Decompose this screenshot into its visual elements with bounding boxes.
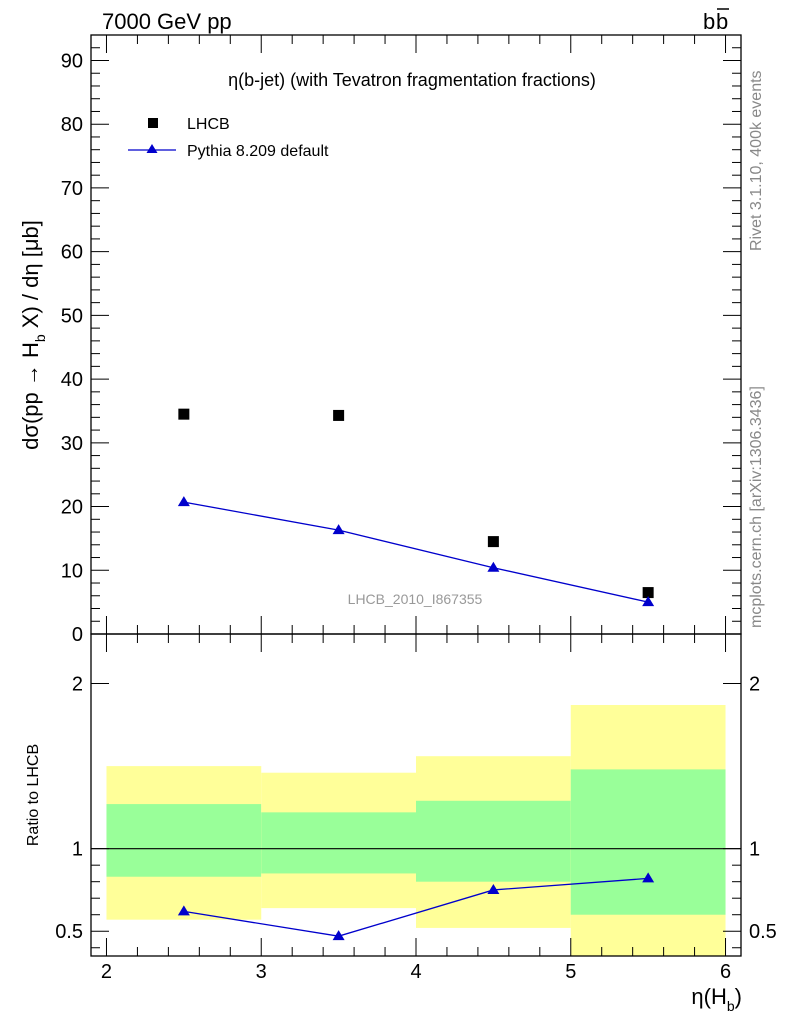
- x-tick-labels: 2 3 4 5 6: [101, 961, 731, 983]
- main-y-axis-label-post: X) / dη [μb]: [18, 220, 43, 334]
- ratio-band-green-3: [416, 800, 571, 882]
- main-y-axis-label-sub: b: [32, 334, 48, 342]
- ratio-band-green-4: [570, 769, 726, 915]
- ratio-pythia-line: [183, 877, 649, 937]
- ratio-y-tick-label-right: 0.5: [749, 921, 777, 943]
- ratio-axes: [90, 633, 742, 957]
- main-y-tick-label: 50: [61, 305, 83, 327]
- ratio-y-tick-label-right: 1: [749, 839, 760, 861]
- rivet-label: Rivet 3.1.10, 400k events: [748, 70, 765, 251]
- lhcb-point: [178, 408, 190, 420]
- lhcb-point: [333, 409, 345, 421]
- ratio-y-tick-labels: 0.5 0.5 1 1 2 2: [55, 674, 777, 944]
- header-right-b: b: [703, 9, 715, 34]
- main-y-axis-label: dσ(pp → Hb X) / dη [μb]: [18, 220, 48, 450]
- main-y-tick-label: 20: [61, 497, 83, 519]
- lhcb-point: [642, 587, 654, 599]
- ratio-y-tick-label-left: 1: [72, 839, 83, 861]
- ratio-y-tick-label-left: 0.5: [55, 921, 83, 943]
- header-left-title: 7000 GeV pp: [102, 9, 232, 34]
- lhcb-point: [487, 536, 499, 548]
- x-axis-label: η(Hb): [691, 984, 742, 1014]
- ratio-pythia-point: [332, 930, 345, 941]
- main-y-axis-label-pre: dσ(pp → H: [18, 342, 43, 450]
- main-chart-title: η(b-jet) (with Tevatron fragmentation fr…: [228, 70, 596, 90]
- legend-lhcb-label: LHCB: [187, 116, 230, 133]
- ratio-band-green-1: [106, 804, 262, 877]
- ratio-pythia-point: [642, 872, 655, 883]
- analysis-watermark: LHCB_2010_I867355: [348, 591, 483, 607]
- x-tick-label: 3: [256, 961, 267, 983]
- main-y-tick-label: 40: [61, 369, 83, 391]
- x-axis-label-sub: b: [727, 998, 735, 1014]
- ratio-y-tick-label-left: 2: [72, 674, 83, 696]
- main-y-tick-labels: 0 10 20 30 40 50 60 70 80 90: [61, 50, 83, 646]
- pythia-line: [183, 501, 649, 603]
- ratio-panel: 0.5 0.5 1 1 2 2 2 3 4 5 6 Ratio to LHCB η(Hb): [25, 633, 777, 1014]
- main-y-tick-label: 80: [61, 114, 83, 136]
- x-tick-label: 4: [410, 961, 421, 983]
- ratio-uncertainty-bands: [106, 705, 726, 956]
- legend: LHCB Pythia 8.209 default: [128, 116, 329, 160]
- mcplots-label: mcplots.cern.ch [arXiv:1306.3436]: [748, 386, 765, 628]
- ratio-pythia-point: [177, 905, 190, 916]
- pythia-point: [642, 596, 655, 607]
- pythia-point: [177, 496, 190, 507]
- legend-lhcb-marker: [148, 118, 158, 128]
- x-axis-label-pre: η(H: [691, 984, 726, 1009]
- header-right-title: b b: [703, 8, 729, 34]
- main-y-tick-label: 70: [61, 178, 83, 200]
- legend-pythia-marker: [146, 144, 158, 153]
- x-tick-label: 6: [720, 961, 731, 983]
- main-y-tick-label: 30: [61, 433, 83, 455]
- main-panel: 0 10 20 30 40 50 60 70 80 90 η(b-jet) (with Tevat…: [18, 34, 742, 646]
- x-axis-label-post: ): [735, 984, 742, 1009]
- main-y-tick-label: 60: [61, 242, 83, 264]
- x-tick-label: 5: [565, 961, 576, 983]
- main-data-marks: [177, 408, 655, 607]
- ratio-y-tick-label-right: 2: [749, 674, 760, 696]
- x-tick-label: 2: [101, 961, 112, 983]
- header-right-bbar: b: [716, 9, 728, 34]
- pythia-point: [332, 524, 345, 535]
- main-y-tick-label: 90: [61, 50, 83, 72]
- ratio-y-axis-label: Ratio to LHCB: [25, 744, 42, 846]
- main-y-tick-label: 0: [72, 624, 83, 646]
- main-y-tick-label: 10: [61, 560, 83, 582]
- ratio-data-marks: [177, 872, 655, 941]
- legend-pythia-label: Pythia 8.209 default: [187, 143, 329, 160]
- pythia-point: [487, 561, 500, 572]
- ratio-band-green-2: [261, 812, 416, 874]
- ratio-pythia-point: [487, 883, 500, 894]
